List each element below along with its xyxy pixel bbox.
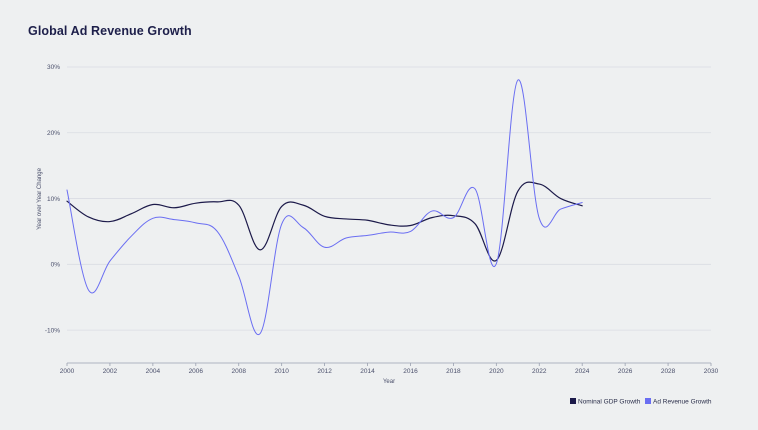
x-tick-label: 2008	[231, 368, 246, 375]
x-tick-label: 2006	[189, 368, 204, 375]
grid-layer	[67, 66, 711, 331]
x-tick-label: 2000	[60, 368, 75, 375]
x-tick-label: 2022	[532, 368, 547, 375]
x-tick-label: 2004	[146, 368, 161, 375]
legend-swatch-ad	[645, 398, 651, 404]
x-tick-label: 2016	[403, 368, 418, 375]
x-tick-label: 2012	[317, 368, 332, 375]
x-axis-title: Year	[383, 379, 395, 385]
series-layer	[66, 79, 583, 336]
x-tick-label: 2026	[618, 368, 633, 375]
x-tick-label: 2014	[360, 368, 375, 375]
x-tick-label: 2024	[575, 368, 590, 375]
legend-swatch-gdp	[570, 398, 576, 404]
x-tick-label: 2010	[274, 368, 289, 375]
legend-label-gdp: Nominal GDP Growth	[578, 398, 641, 405]
y-axis-title: Year over Year Change	[37, 167, 43, 229]
x-tick-label: 2018	[446, 368, 461, 375]
x-tick-label: 2020	[489, 368, 504, 375]
x-tick-label: 2028	[661, 368, 676, 375]
legend-label-ad: Ad Revenue Growth	[653, 398, 712, 405]
chart-title: Global Ad Revenue Growth	[28, 24, 192, 38]
y-tick-label: 0%	[51, 262, 61, 269]
legend: Nominal GDP Growth Ad Revenue Growth	[570, 398, 712, 405]
y-axis-title-group: Year over Year Change	[37, 167, 43, 229]
series-line-ad	[66, 79, 583, 336]
x-tick-label: 2002	[103, 368, 118, 375]
y-tick-label: 30%	[47, 64, 60, 71]
y-tick-label: 10%	[47, 196, 60, 203]
y-tick-label: 20%	[47, 130, 60, 137]
x-tick-label: 2030	[704, 368, 719, 375]
series-line-gdp	[66, 181, 583, 262]
axis-layer: -10% 0% 10% 20% 30% 2000 2002 2004 2006 2008 2010 2…	[45, 64, 719, 375]
y-tick-label: -10%	[45, 327, 60, 334]
